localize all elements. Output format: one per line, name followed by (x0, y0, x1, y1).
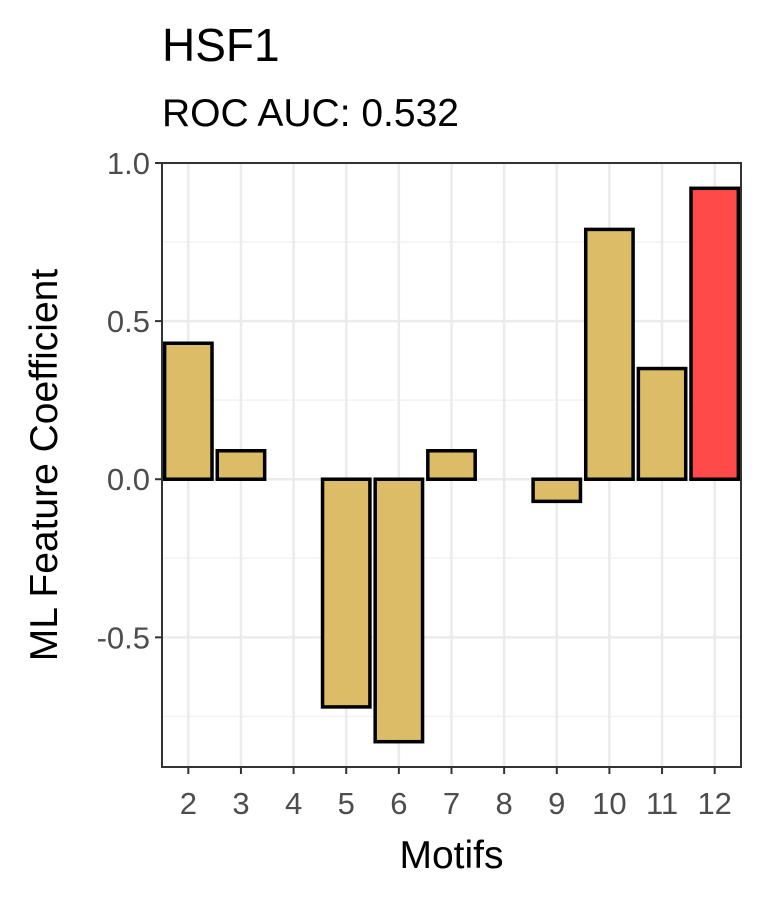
bar-motif-9 (531, 477, 583, 504)
chart-title: HSF1 (162, 19, 280, 71)
bar-motif-10 (583, 227, 635, 481)
y-tick-label: 0.0 (107, 462, 150, 497)
chart-subtitle: ROC AUC: 0.532 (162, 92, 459, 135)
bar-motif-6 (373, 477, 425, 744)
bar-motif-5 (320, 477, 372, 709)
bar-motif-7 (426, 449, 477, 481)
x-tick-label: 5 (338, 786, 355, 821)
bars (162, 186, 741, 744)
y-tick-label: -0.5 (97, 620, 150, 655)
x-tick-label: 11 (646, 786, 678, 821)
x-tick-label: 4 (285, 786, 302, 821)
x-tick-label: 10 (592, 786, 626, 821)
y-axis: 1.0 0.5 0.0 -0.5 (97, 146, 162, 655)
bar-motif-12 (689, 186, 741, 481)
bar-motif-3 (215, 449, 267, 481)
bar-motif-11 (636, 366, 688, 481)
x-axis: 2 3 4 5 6 7 8 9 10 11 12 (180, 767, 732, 821)
bar-motif-2 (162, 341, 214, 481)
y-tick-label: 0.5 (107, 304, 150, 339)
x-tick-label: 2 (180, 786, 197, 821)
x-tick-label: 3 (232, 786, 249, 821)
y-tick-label: 1.0 (107, 146, 150, 181)
x-axis-title: Motifs (399, 834, 503, 877)
x-tick-label: 6 (390, 786, 407, 821)
x-tick-label: 8 (496, 786, 513, 821)
x-tick-label: 7 (443, 786, 460, 821)
x-tick-label: 12 (697, 786, 731, 821)
x-tick-label: 9 (548, 786, 565, 821)
y-axis-title: ML Feature Coefficient (23, 269, 66, 662)
